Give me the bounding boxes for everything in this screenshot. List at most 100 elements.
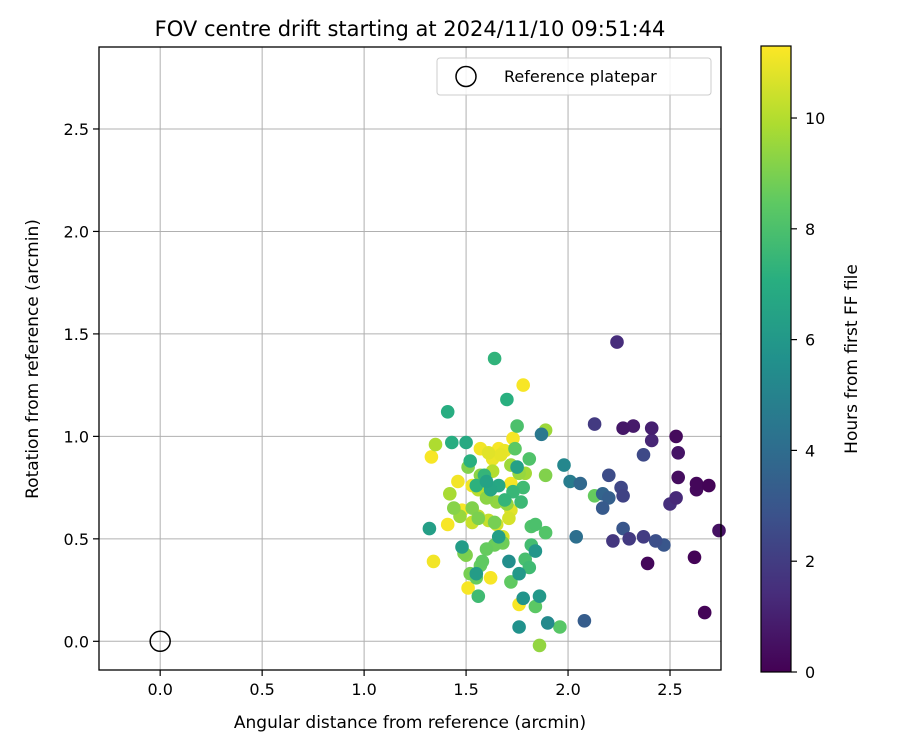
data-point	[671, 446, 685, 460]
data-point	[510, 460, 524, 474]
data-point	[644, 421, 659, 436]
data-point	[502, 554, 516, 569]
data-point	[471, 589, 486, 603]
y-tick-label: 1.5	[64, 325, 89, 344]
data-point	[487, 515, 502, 530]
data-point	[508, 441, 522, 456]
legend-label: Reference platepar	[504, 67, 657, 86]
x-tick-label: 0.0	[147, 680, 172, 699]
data-point	[426, 554, 441, 569]
colorbar-tick-label: 2	[805, 552, 815, 571]
reference-marker	[149, 630, 171, 653]
data-point	[616, 489, 630, 503]
data-point	[644, 433, 659, 448]
legend-marker-icon	[455, 65, 477, 88]
data-point	[522, 560, 537, 575]
data-point	[459, 435, 473, 450]
y-axis-label: Rotation from reference (arcmin)	[23, 219, 43, 499]
data-point	[512, 620, 526, 634]
colorbar: 0 2 4 6 8 10 Hours from first FF file	[760, 45, 862, 682]
data-point	[595, 501, 610, 515]
legend: Reference platepar	[436, 57, 712, 96]
colorbar-tick-label: 6	[805, 331, 815, 350]
x-tick-label: 1.0	[351, 680, 376, 699]
data-point	[616, 421, 630, 436]
data-point	[498, 493, 512, 507]
data-point	[610, 335, 624, 349]
data-point	[602, 491, 616, 505]
colorbar-gradient	[760, 45, 792, 673]
data-point	[640, 556, 655, 571]
data-point	[697, 605, 712, 620]
data-point	[516, 480, 530, 495]
data-point	[522, 452, 537, 466]
colorbar-tick-label: 4	[805, 441, 815, 460]
data-point	[553, 620, 567, 634]
data-point	[587, 417, 602, 431]
data-point	[510, 419, 524, 433]
y-tick-label: 0.0	[64, 632, 89, 651]
data-point	[616, 521, 630, 536]
data-point	[475, 554, 490, 569]
data-point	[516, 591, 530, 606]
data-point	[512, 566, 526, 581]
data-point	[626, 419, 641, 433]
plot-frame	[98, 46, 722, 671]
data-point	[532, 638, 547, 653]
legend-box	[436, 57, 712, 96]
colorbar-tick-label: 8	[805, 220, 815, 239]
data-point	[573, 476, 588, 491]
data-point	[445, 435, 459, 450]
y-tick-label: 2.0	[64, 222, 89, 241]
colorbar-label: Hours from first FF file	[842, 264, 862, 454]
colorbar-ticks: 0 2 4 6 8 10	[791, 109, 825, 682]
data-point	[491, 530, 506, 544]
data-point	[481, 446, 496, 460]
data-point	[440, 405, 455, 419]
data-point	[447, 501, 461, 515]
x-tick-label: 2.0	[555, 680, 580, 699]
data-point	[687, 550, 702, 565]
data-point	[636, 448, 651, 462]
data-point	[606, 534, 620, 548]
data-point	[494, 448, 508, 462]
data-points	[422, 335, 726, 653]
data-point	[500, 392, 514, 407]
data-point	[671, 470, 685, 485]
data-point	[528, 599, 543, 614]
data-point	[514, 495, 528, 509]
data-point	[557, 458, 571, 472]
data-point	[636, 530, 651, 544]
data-point	[440, 517, 455, 532]
data-point	[563, 474, 577, 489]
data-point	[483, 571, 498, 585]
colorbar-tick-label: 0	[805, 663, 815, 682]
data-point	[479, 542, 494, 556]
data-point	[538, 468, 553, 483]
data-point	[469, 478, 484, 493]
grid	[99, 47, 721, 670]
data-point	[669, 429, 683, 444]
data-point	[443, 487, 457, 501]
data-point	[465, 501, 480, 515]
data-point	[479, 474, 494, 489]
data-point	[422, 521, 437, 536]
data-point	[463, 454, 478, 468]
data-point	[528, 517, 543, 532]
data-point	[702, 478, 716, 493]
data-point	[602, 468, 616, 483]
data-point	[648, 534, 663, 548]
x-tick-label: 0.5	[249, 680, 274, 699]
reference-point	[149, 630, 171, 653]
data-point	[469, 566, 484, 581]
y-tick-label: 2.5	[64, 120, 89, 139]
data-point	[516, 378, 530, 392]
data-point	[502, 511, 516, 526]
data-point	[428, 437, 443, 452]
data-point	[471, 511, 486, 526]
data-point	[689, 476, 704, 491]
data-point	[569, 530, 583, 544]
y-tick-label: 1.0	[64, 427, 89, 446]
x-tick-label: 1.5	[453, 680, 478, 699]
